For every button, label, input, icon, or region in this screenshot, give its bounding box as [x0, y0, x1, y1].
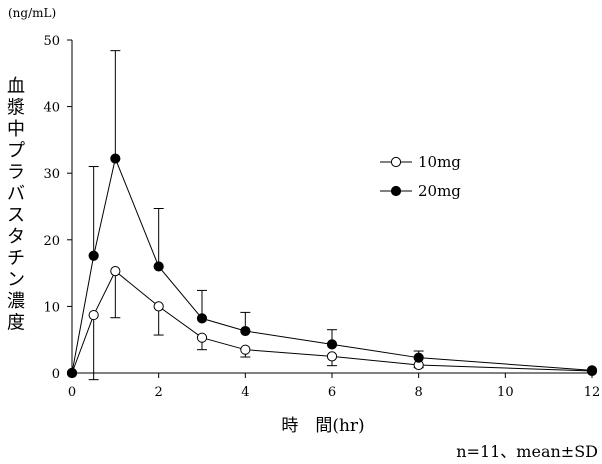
x-axis-title: 時 間(hr): [281, 416, 364, 436]
y-tick-label: 20: [43, 234, 60, 249]
open-circle-point: [196, 332, 208, 343]
legend-open-circle-marker: [390, 156, 402, 168]
y-axis-title: 血漿中プラバスタチン濃度: [7, 76, 25, 334]
x-tick-label: 6: [328, 385, 336, 400]
x-tick-label: 2: [155, 385, 163, 400]
filled-circle-point: [153, 261, 164, 272]
x-tick-label: 8: [415, 385, 423, 400]
legend: 10mg 20mg: [380, 153, 461, 200]
y-tick-label: 50: [43, 34, 60, 49]
x-tick-label: 4: [241, 385, 249, 400]
y-tick-label: 10: [43, 300, 60, 315]
y-tick-label: 30: [43, 167, 60, 182]
axes: [71, 40, 592, 374]
y-tick-label: 0: [52, 367, 60, 382]
x-ticks: 0 2 4 6 8 10 12: [68, 373, 600, 400]
filled-circle-point: [240, 325, 251, 337]
open-circle-point: [240, 344, 251, 355]
y-tick-label: 40: [43, 101, 60, 116]
data-points: [66, 153, 598, 379]
open-circle-point: [153, 301, 164, 312]
y-ticks: 0 10 20 30 40 50: [43, 34, 72, 382]
legend-filled-circle-marker: [390, 185, 402, 197]
filled-circle-point: [196, 313, 208, 324]
legend-label: 10mg: [418, 153, 461, 171]
filled-circle-point: [326, 339, 338, 350]
filled-circle-point: [586, 365, 598, 376]
y-unit-label: (ng/mL): [8, 6, 56, 20]
legend-label: 20mg: [418, 182, 461, 200]
x-tick-label: 10: [497, 385, 514, 400]
x-tick-label: 12: [584, 385, 601, 400]
error-bars: [88, 50, 424, 381]
open-circle-point: [88, 309, 99, 321]
open-circle-point: [110, 266, 121, 277]
sample-note: n=11、mean±SD: [456, 442, 598, 461]
filled-circle-point: [66, 367, 78, 379]
filled-circle-point: [110, 153, 121, 164]
filled-circle-point: [413, 352, 424, 363]
x-tick-label: 0: [68, 385, 76, 400]
filled-circle-point: [88, 250, 99, 261]
open-circle-point: [326, 351, 338, 362]
